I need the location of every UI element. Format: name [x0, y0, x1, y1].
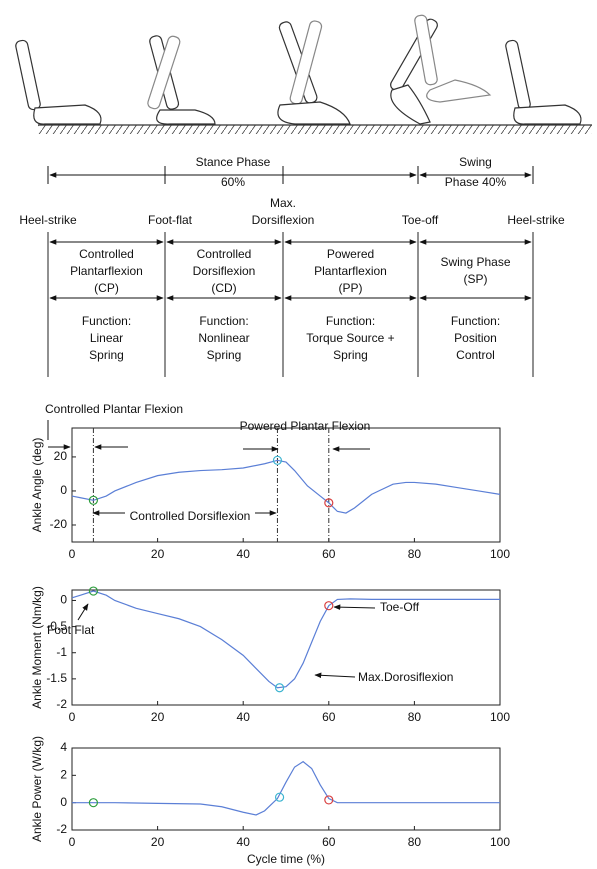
event-label: Heel-strike [19, 213, 77, 227]
plot-frame [72, 428, 500, 542]
chart: 0 20 40 60 80 100 -20 0 20 Ankle Angle (deg) Contr… [30, 402, 510, 561]
x-tick-label: 0 [69, 547, 76, 561]
x-tick-label: 60 [322, 710, 336, 724]
phase-name: (PP) [339, 281, 363, 295]
phase-function: Nonlinear [198, 331, 249, 345]
y-tick-label: 0 [60, 795, 67, 809]
phase-name: Swing Phase [440, 255, 510, 269]
phase-name: Plantarflexion [314, 264, 387, 278]
y-tick-label: 0 [60, 483, 67, 497]
annotation-arrow [78, 604, 88, 620]
event-label: Max. [270, 196, 296, 210]
y-axis-label: Ankle Power (W/kg) [30, 736, 44, 842]
annotation: Controlled Dorsiflexion [130, 509, 251, 523]
x-tick-label: 20 [151, 710, 165, 724]
phase-name: Powered [327, 247, 374, 261]
y-tick-label: 2 [60, 768, 67, 782]
y-axis-label: Ankle Moment (Nm/kg) [30, 586, 44, 709]
event-label: Heel-strike [507, 213, 565, 227]
annotation: Toe-Off [380, 600, 420, 614]
y-tick-label: -20 [50, 517, 68, 531]
phase-name: (CP) [94, 281, 119, 295]
x-tick-label: 40 [237, 835, 251, 849]
annotation: Powered Plantar Flexion [240, 419, 371, 433]
plot-frame [72, 590, 500, 705]
phase-function: Linear [90, 331, 123, 345]
y-tick-label: -2 [56, 822, 67, 836]
phase-name: Plantarflexion [70, 264, 143, 278]
event-label: Foot-flat [148, 213, 193, 227]
phase-name: Controlled [197, 247, 252, 261]
phase-function: Function: [82, 314, 131, 328]
y-tick-label: 20 [54, 449, 68, 463]
phase-function: Position [454, 331, 497, 345]
y-tick-label: -1 [56, 645, 67, 659]
event-label: Dorsiflexion [252, 213, 315, 227]
y-tick-label: -1.5 [46, 671, 67, 685]
y-tick-label: 0 [60, 593, 67, 607]
period-label: 60% [221, 175, 245, 189]
phase-function: Function: [199, 314, 248, 328]
plot-frame [72, 748, 500, 830]
x-tick-label: 20 [151, 835, 165, 849]
phase-name: Dorsiflexion [193, 264, 256, 278]
x-axis-label: Cycle time (%) [247, 852, 325, 866]
annotation: Max.Dorosiflexion [358, 670, 453, 684]
annotation: Controlled Plantar Flexion [45, 402, 183, 416]
y-axis-label: Ankle Angle (deg) [30, 438, 44, 533]
phase-name: (SP) [464, 272, 488, 286]
figure: Stance Phase 60% Swing Phase 40% Heel-strike… [0, 0, 597, 869]
phase-function: Spring [207, 348, 242, 362]
phase-function: Function: [451, 314, 500, 328]
gait-diagram: Stance Phase 60% Swing Phase 40% Heel-strike… [19, 155, 565, 377]
phase-function: Torque Source + [306, 331, 394, 345]
x-tick-label: 20 [151, 547, 165, 561]
phase-function: Control [456, 348, 495, 362]
phase-function: Spring [89, 348, 124, 362]
x-tick-label: 60 [322, 835, 336, 849]
period-label: Stance Phase [196, 155, 271, 169]
x-tick-label: 40 [237, 547, 251, 561]
phase-function: Function: [326, 314, 375, 328]
annotation: Foot Flat [47, 623, 95, 637]
x-tick-label: 60 [322, 547, 336, 561]
x-tick-label: 40 [237, 710, 251, 724]
x-tick-label: 0 [69, 710, 76, 724]
phase-function: Spring [333, 348, 368, 362]
data-line [72, 762, 500, 815]
x-tick-label: 100 [490, 547, 510, 561]
x-tick-label: 80 [408, 547, 422, 561]
x-tick-label: 0 [69, 835, 76, 849]
period-label: Phase 40% [445, 175, 507, 189]
annotation-arrow [315, 675, 355, 677]
x-tick-label: 100 [490, 710, 510, 724]
x-tick-label: 80 [408, 835, 422, 849]
data-line [72, 460, 500, 513]
y-tick-label: 4 [60, 740, 67, 754]
period-label: Swing [459, 155, 492, 169]
event-label: Toe-off [402, 213, 439, 227]
y-tick-label: -2 [56, 697, 67, 711]
phase-name: Controlled [79, 247, 134, 261]
gait-illustration [15, 14, 592, 134]
phase-name: (CD) [211, 281, 236, 295]
x-tick-label: 80 [408, 710, 422, 724]
annotation-arrow [334, 607, 375, 608]
x-tick-label: 100 [490, 835, 510, 849]
